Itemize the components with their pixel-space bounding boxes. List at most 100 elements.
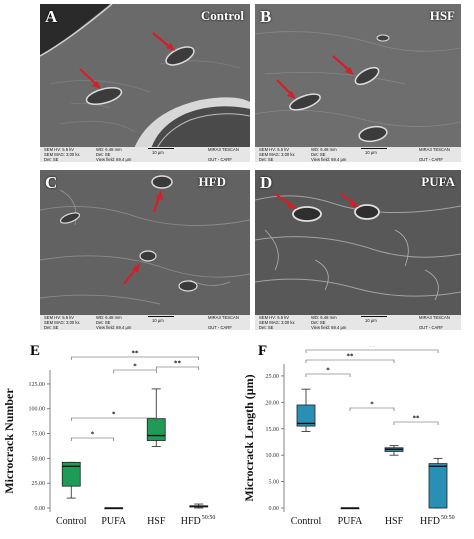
sem-hv: SEM HV: 5.5 kV xyxy=(44,147,75,152)
panel-title-b: HSF xyxy=(429,8,455,23)
sem-mag: SEM MAG: 3.00 kx xyxy=(44,320,80,325)
x-tick-label: HFD xyxy=(420,516,440,527)
y-axis-label: Microcrack Length (μm) xyxy=(242,374,256,501)
sem-mag: SEM MAG: 3.00 kx xyxy=(44,152,80,157)
sem-det2: Det: SE xyxy=(311,320,326,325)
significance-bracket xyxy=(70,417,157,421)
x-tick-label: PUFA xyxy=(101,516,127,527)
significance-label: ** xyxy=(369,346,377,351)
significance-bracket xyxy=(70,356,200,360)
x-tick-label: HSF xyxy=(147,516,166,527)
sem-scale: 10 μm xyxy=(152,150,164,155)
box xyxy=(61,461,81,487)
sem-det: Det: SE xyxy=(44,325,59,330)
sem-panel-a: A Control SEM HV: 5.5 kV SEM MAG: 3.00 k… xyxy=(40,4,250,162)
y-tick-label: 100.00 xyxy=(29,407,46,413)
sem-wd: WD: 6.48 mm xyxy=(311,315,337,320)
y-tick-label: 25.00 xyxy=(32,481,46,487)
y-tick-label: 25.00 xyxy=(266,374,280,380)
box xyxy=(428,463,448,509)
y-tick-label: 125.00 xyxy=(29,382,46,388)
sem-view: View field: 69.4 μm xyxy=(311,157,347,162)
sem-mag: SEM MAG: 3.00 kx xyxy=(259,152,295,157)
sem-scale: 10 μm xyxy=(152,318,164,323)
y-tick-label: 0.00 xyxy=(35,506,46,512)
scale-bar xyxy=(361,316,387,317)
significance-bracket xyxy=(393,421,439,425)
sem-org: GUT - CARF xyxy=(419,325,443,330)
box-plot-microcrack-length: 0.00 5.00 10.00 15.00 20.00 25.00 Microcrack L… xyxy=(242,346,455,527)
y-tick-label: 0.00 xyxy=(269,506,280,512)
significance-label: ** xyxy=(174,360,182,368)
sem-info-bar-c: SEM HV: 5.5 kV SEM MAG: 3.00 kx Det: SE … xyxy=(40,315,250,330)
sem-det: Det: SE xyxy=(259,325,274,330)
sem-panel-b: B HSF SEM HV: 5.5 kV SEM MAG: 3.00 kx De… xyxy=(255,4,461,162)
sem-det2: Det: SE xyxy=(96,320,111,325)
panel-title-a: Control xyxy=(200,8,244,23)
sem-hv: SEM HV: 5.5 kV xyxy=(259,147,290,152)
significance-label: * xyxy=(370,401,374,409)
box xyxy=(146,418,166,441)
sem-wd: WD: 6.48 mm xyxy=(96,315,122,320)
x-tick-label: HFD xyxy=(181,516,201,527)
scale-bar xyxy=(148,148,174,149)
y-tick-label: 15.00 xyxy=(266,427,280,433)
y-tick-label: 20.00 xyxy=(266,400,280,406)
sem-info-bar-b: SEM HV: 5.5 kV SEM MAG: 3.00 kx Det: SE … xyxy=(255,147,461,162)
panel-label-d: D xyxy=(260,173,273,192)
significance-bracket xyxy=(113,369,157,373)
significance-bracket xyxy=(305,373,351,377)
y-tick-label: 10.00 xyxy=(266,453,280,459)
significance-label: ** xyxy=(413,415,421,423)
sem-hv: SEM HV: 5.5 kV xyxy=(44,315,75,320)
significance-bracket xyxy=(70,437,115,441)
sem-micrograph-b xyxy=(255,4,461,162)
box-plot-microcrack-number: 0.00 25.00 50.00 75.00 100.00 125.00 Microcrac… xyxy=(2,350,216,528)
sem-brand: MIRA3 TESCAN xyxy=(208,315,239,320)
significance-label: * xyxy=(112,411,116,419)
scale-bar xyxy=(148,316,174,317)
panel-label-c: C xyxy=(45,173,58,192)
sem-wd: WD: 6.48 mm xyxy=(96,147,122,152)
sem-hv: SEM HV: 5.5 kV xyxy=(259,315,290,320)
scale-bar xyxy=(361,148,387,149)
x-tick-label: HSF xyxy=(385,516,404,527)
sem-det: Det: SE xyxy=(44,157,59,162)
x-tick-superscript: 50:50 xyxy=(202,515,216,521)
significance-label: * xyxy=(326,367,330,375)
sem-view: View field: 69.4 μm xyxy=(96,157,132,162)
panel-title-c: HFD xyxy=(198,174,226,189)
sem-panel-c: C HFD SEM HV: 5.5 kV SEM MAG: 3.00 kx De… xyxy=(40,170,250,330)
sem-org: GUT - CARF xyxy=(208,325,232,330)
sem-mag: SEM MAG: 3.00 kx xyxy=(259,320,295,325)
sem-panel-d: D PUFA SEM HV: 5.5 kV SEM MAG: 3.00 kx D… xyxy=(255,170,461,330)
panel-title-d: PUFA xyxy=(421,174,455,189)
significance-bracket xyxy=(155,366,200,370)
significance-label: * xyxy=(91,431,95,439)
sem-det2: Det: SE xyxy=(311,152,326,157)
x-tick-superscript: 50:50 xyxy=(441,515,455,521)
significance-bracket xyxy=(305,349,439,353)
sem-det: Det: SE xyxy=(259,157,274,162)
y-tick-label: 5.00 xyxy=(269,480,280,486)
chart-label-f: F xyxy=(258,343,268,359)
sem-org: GUT - CARF xyxy=(208,157,232,162)
x-tick-label: Control xyxy=(291,516,322,527)
chart-label-e: E xyxy=(30,343,41,359)
sem-micrograph-c xyxy=(40,170,250,330)
sem-org: GUT - CARF xyxy=(419,157,443,162)
panel-label-a: A xyxy=(45,7,58,26)
significance-label: ** xyxy=(347,353,355,361)
sem-scale: 10 μm xyxy=(365,318,377,323)
significance-label: ** xyxy=(132,350,140,358)
sem-micrograph-a xyxy=(40,4,250,162)
sem-info-bar-a: SEM HV: 5.5 kV SEM MAG: 3.00 kx Det: SE … xyxy=(40,147,250,162)
x-tick-label: Control xyxy=(56,516,87,527)
sem-view: View field: 69.4 μm xyxy=(96,325,132,330)
sem-brand: MIRA3 TESCAN xyxy=(419,147,450,152)
y-axis-label: Microcrack Number xyxy=(2,388,16,494)
significance-label: * xyxy=(133,363,137,371)
sem-brand: MIRA3 TESCAN xyxy=(419,315,450,320)
sem-wd: WD: 6.48 mm xyxy=(311,147,337,152)
y-tick-label: 75.00 xyxy=(32,432,46,438)
